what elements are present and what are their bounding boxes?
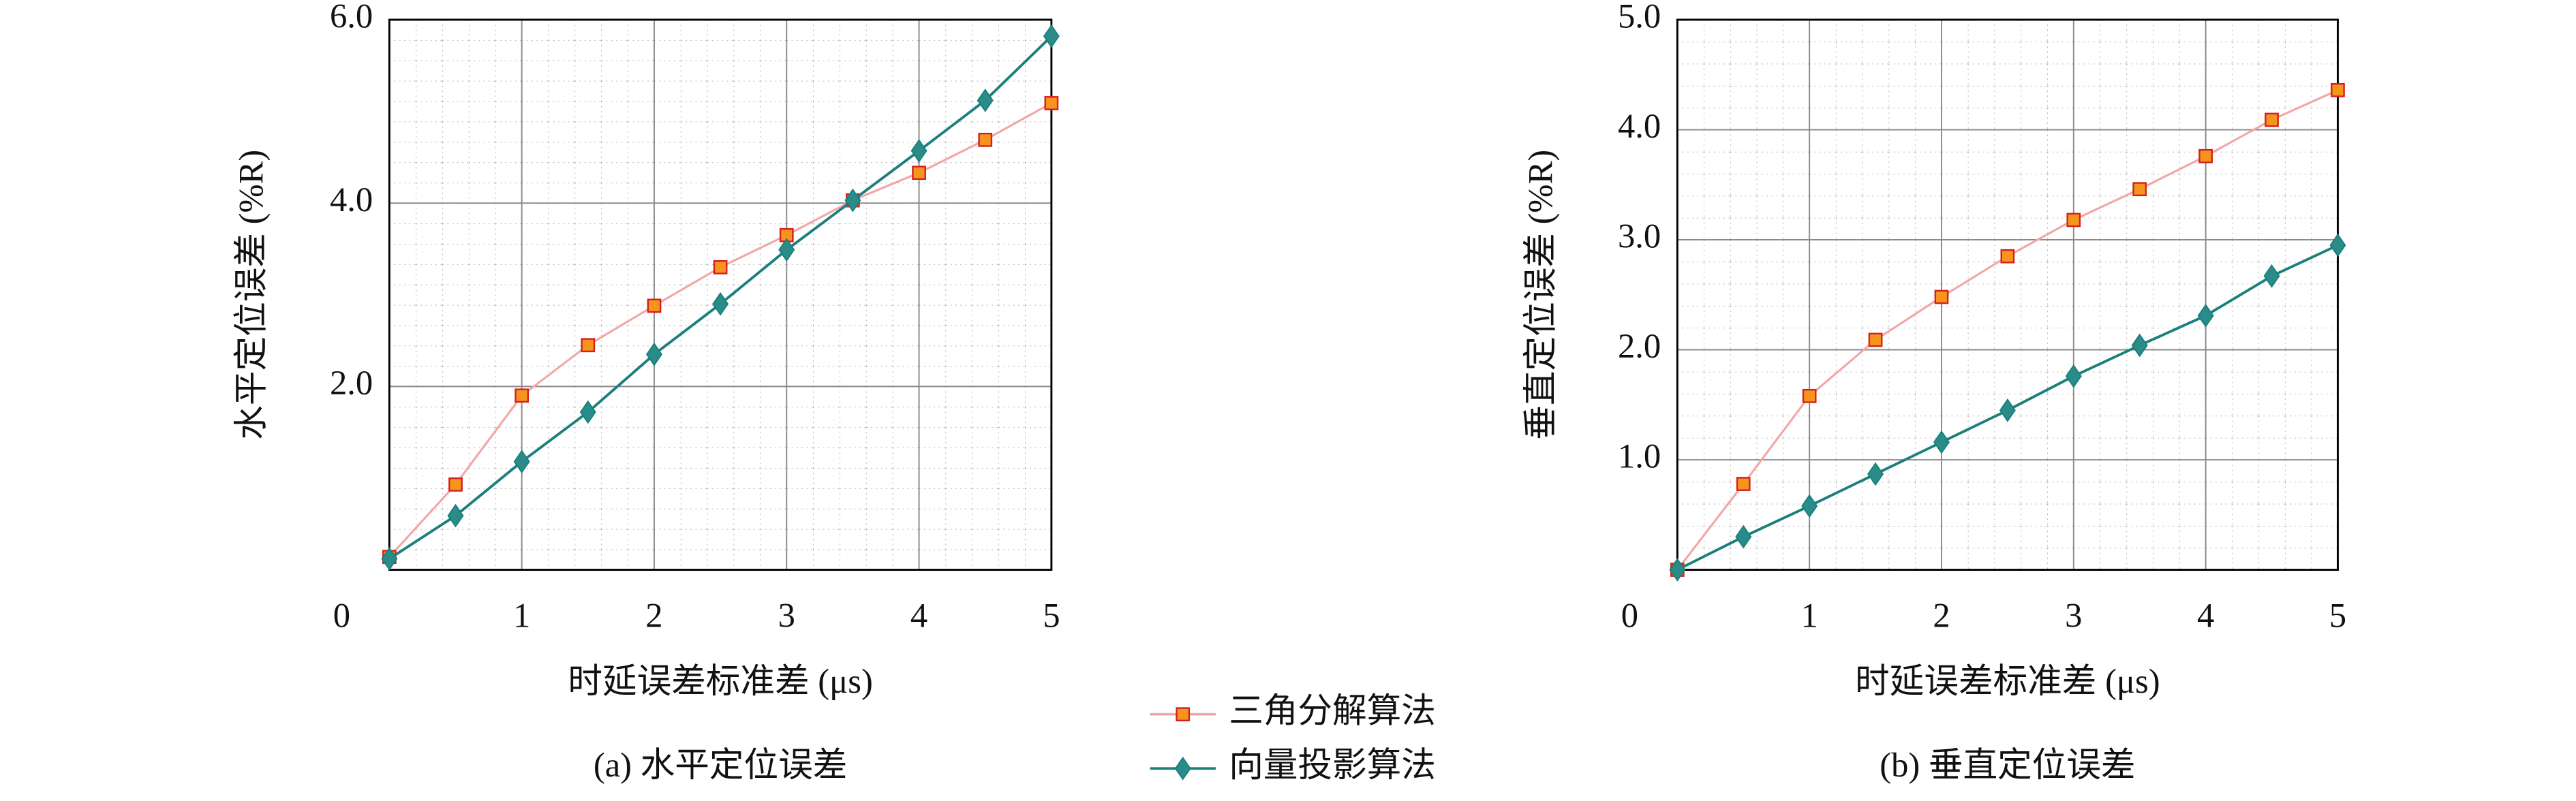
- marker-square: [647, 298, 662, 313]
- y-tick-label: 4.0: [1618, 107, 1661, 145]
- plot-frame: [1676, 18, 2339, 571]
- x-tick-label: 0: [333, 596, 350, 634]
- caption: (b) 垂直定位误差: [1880, 746, 2135, 784]
- marker-diamond: [844, 188, 861, 213]
- plot-frame: [388, 18, 1053, 571]
- marker-diamond: [513, 450, 530, 474]
- marker-diamond: [2065, 364, 2082, 388]
- marker-square: [1736, 477, 1751, 491]
- y-tick-label: 4.0: [330, 180, 373, 219]
- y-axis-label: 垂直定位误差 (%R): [1522, 150, 1560, 440]
- x-tick-label: 2: [1933, 596, 1950, 634]
- y-axis-label: 水平定位误差 (%R): [232, 150, 270, 440]
- marker-diamond: [1933, 430, 1950, 454]
- marker-square: [581, 338, 596, 353]
- y-tick-label: 5.0: [1618, 0, 1661, 35]
- x-tick-label: 3: [2065, 596, 2082, 634]
- marker-diamond: [447, 503, 464, 528]
- marker-square: [2000, 249, 2015, 264]
- marker-diamond: [1669, 558, 1686, 582]
- marker-square: [2066, 213, 2081, 227]
- x-tick-label: 5: [2329, 596, 2346, 634]
- marker-square: [448, 477, 463, 492]
- x-tick-label: 3: [778, 596, 795, 634]
- marker-diamond: [2329, 233, 2346, 257]
- marker-diamond: [1801, 494, 1818, 518]
- x-tick-label: 5: [1043, 596, 1060, 634]
- marker-diamond: [977, 89, 994, 112]
- marker-diamond: [2263, 264, 2280, 288]
- marker-square: [1868, 332, 1883, 347]
- marker-diamond: [381, 547, 398, 571]
- marker-diamond: [579, 400, 596, 424]
- x-tick-label: 2: [645, 596, 662, 634]
- x-tick-label: 0: [1621, 596, 1638, 634]
- marker-square: [912, 166, 926, 180]
- legend-label: 向量投影算法: [1229, 746, 1436, 784]
- marker-square: [713, 260, 728, 274]
- marker-diamond: [712, 292, 729, 316]
- marker-diamond: [1999, 398, 2016, 422]
- minor-grid: [1677, 19, 2338, 570]
- y-tick-label: 6.0: [330, 0, 373, 35]
- marker-square: [1802, 388, 1817, 403]
- x-axis-label: 时延误差标准差 (μs): [1855, 662, 2160, 700]
- marker-diamond: [1174, 756, 1191, 781]
- x-tick-label: 1: [1801, 596, 1818, 634]
- y-tick-label: 2.0: [1618, 327, 1661, 365]
- x-axis-label: 时延误差标准差 (μs): [568, 662, 872, 700]
- x-tick-label: 4: [2197, 596, 2214, 634]
- caption: (a) 水平定位误差: [594, 746, 847, 784]
- marker-diamond: [645, 342, 662, 366]
- marker-diamond: [1867, 462, 1884, 486]
- y-tick-label: 3.0: [1618, 217, 1661, 255]
- x-tick-label: 1: [513, 596, 530, 634]
- marker-square: [2265, 112, 2279, 127]
- marker-square: [1044, 96, 1059, 110]
- marker-diamond: [778, 238, 795, 262]
- marker-square: [2331, 82, 2345, 97]
- marker-square: [978, 132, 993, 147]
- marker-diamond: [2131, 333, 2148, 358]
- marker-square: [2132, 182, 2147, 197]
- legend-label: 三角分解算法: [1229, 691, 1436, 729]
- x-tick-label: 4: [910, 596, 927, 634]
- marker-diamond: [2197, 304, 2214, 328]
- marker-square: [1176, 707, 1191, 722]
- marker-diamond: [1043, 24, 1060, 48]
- marker-square: [2198, 148, 2213, 163]
- marker-square: [515, 388, 530, 403]
- y-tick-label: 1.0: [1618, 437, 1661, 475]
- marker-diamond: [910, 139, 927, 163]
- marker-diamond: [1735, 524, 1752, 549]
- marker-square: [1934, 289, 1949, 304]
- y-tick-label: 2.0: [330, 364, 373, 402]
